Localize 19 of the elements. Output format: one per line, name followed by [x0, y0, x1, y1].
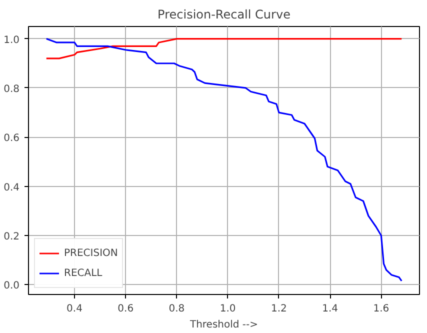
x-tick-label: 0.6	[118, 304, 134, 314]
x-tick-label: 1.4	[322, 304, 338, 314]
y-tick-label: 0.4	[4, 182, 20, 194]
x-tick-label: 1.2	[270, 304, 287, 314]
y-tick-label: 1.0	[4, 34, 20, 46]
y-tick-label: 0.2	[4, 231, 20, 242]
chart-title: Precision-Recall Curve	[158, 8, 290, 22]
x-axis-title: Threshold -->	[188, 320, 258, 330]
x-tick-label: 0.8	[168, 304, 185, 314]
x-tick-label: 1.6	[373, 304, 390, 314]
legend-label: RECALL	[64, 268, 102, 278]
line-series	[46, 38, 402, 60]
legend-label: PRECISION	[64, 248, 118, 258]
y-tick-label: 0.6	[4, 133, 20, 144]
line-series	[46, 38, 402, 282]
x-tick-label: 0.4	[66, 304, 82, 314]
y-tick-label: 0.8	[4, 84, 20, 95]
x-tick-label: 1.0	[220, 304, 236, 314]
y-tick-label: 0.0	[4, 280, 20, 292]
